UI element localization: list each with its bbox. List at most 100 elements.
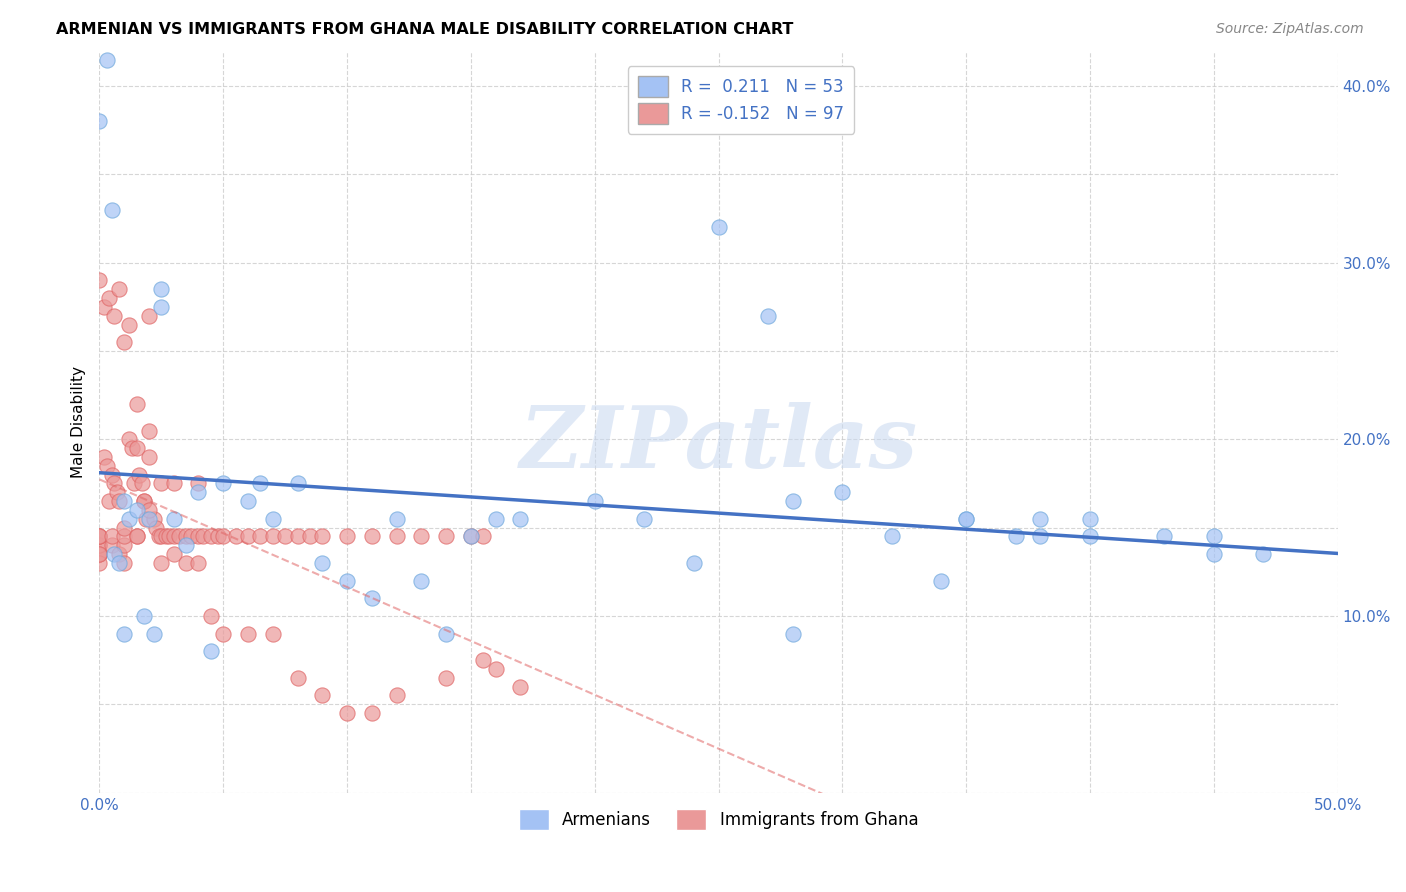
Point bbox=[89, 547, 111, 561]
Point bbox=[167, 529, 190, 543]
Point bbox=[105, 485, 128, 500]
Point bbox=[249, 476, 271, 491]
Point bbox=[212, 626, 235, 640]
Point bbox=[174, 556, 197, 570]
Point bbox=[103, 309, 125, 323]
Point bbox=[138, 450, 160, 464]
Point bbox=[955, 512, 977, 526]
Point bbox=[150, 476, 173, 491]
Point bbox=[112, 626, 135, 640]
Point bbox=[336, 529, 359, 543]
Point bbox=[142, 626, 165, 640]
Point bbox=[93, 300, 115, 314]
Point bbox=[125, 529, 148, 543]
Point bbox=[112, 538, 135, 552]
Point bbox=[287, 476, 309, 491]
Point bbox=[311, 689, 333, 703]
Point bbox=[682, 556, 704, 570]
Point bbox=[112, 494, 135, 508]
Point bbox=[274, 529, 297, 543]
Point bbox=[225, 529, 247, 543]
Point bbox=[509, 512, 531, 526]
Point bbox=[150, 529, 173, 543]
Point bbox=[89, 547, 111, 561]
Point bbox=[360, 591, 382, 606]
Point bbox=[236, 626, 259, 640]
Point bbox=[583, 494, 606, 508]
Point bbox=[89, 529, 111, 543]
Point bbox=[163, 547, 186, 561]
Point bbox=[112, 521, 135, 535]
Point bbox=[157, 529, 180, 543]
Point bbox=[411, 574, 433, 588]
Point bbox=[132, 494, 155, 508]
Point bbox=[1004, 529, 1026, 543]
Point bbox=[460, 529, 482, 543]
Point bbox=[485, 512, 508, 526]
Point bbox=[112, 529, 135, 543]
Point bbox=[132, 609, 155, 624]
Point bbox=[138, 512, 160, 526]
Point bbox=[174, 538, 197, 552]
Point bbox=[782, 626, 804, 640]
Point bbox=[122, 476, 145, 491]
Point bbox=[633, 512, 655, 526]
Point bbox=[89, 538, 111, 552]
Point bbox=[108, 282, 131, 296]
Point bbox=[485, 662, 508, 676]
Point bbox=[125, 503, 148, 517]
Point bbox=[118, 318, 141, 332]
Point bbox=[212, 476, 235, 491]
Point bbox=[96, 53, 118, 67]
Point bbox=[385, 689, 408, 703]
Point bbox=[311, 529, 333, 543]
Point bbox=[212, 529, 235, 543]
Point bbox=[125, 441, 148, 455]
Point bbox=[311, 556, 333, 570]
Point bbox=[1029, 529, 1052, 543]
Point bbox=[112, 335, 135, 350]
Point bbox=[1202, 529, 1225, 543]
Point bbox=[707, 220, 730, 235]
Point bbox=[200, 609, 222, 624]
Point bbox=[460, 529, 482, 543]
Point bbox=[509, 680, 531, 694]
Text: ZIPatlas: ZIPatlas bbox=[519, 402, 918, 485]
Point bbox=[142, 512, 165, 526]
Point bbox=[163, 529, 186, 543]
Point bbox=[132, 494, 155, 508]
Point bbox=[262, 626, 284, 640]
Point bbox=[96, 458, 118, 473]
Point bbox=[336, 574, 359, 588]
Point bbox=[434, 671, 457, 685]
Point bbox=[98, 494, 121, 508]
Point bbox=[193, 529, 215, 543]
Point bbox=[262, 529, 284, 543]
Point bbox=[831, 485, 853, 500]
Point bbox=[155, 529, 177, 543]
Point bbox=[187, 529, 209, 543]
Point bbox=[101, 529, 124, 543]
Point bbox=[187, 476, 209, 491]
Point bbox=[287, 529, 309, 543]
Point bbox=[145, 521, 167, 535]
Point bbox=[89, 529, 111, 543]
Point bbox=[200, 644, 222, 658]
Point bbox=[89, 547, 111, 561]
Point bbox=[128, 467, 150, 482]
Point bbox=[150, 556, 173, 570]
Point bbox=[131, 476, 153, 491]
Point bbox=[89, 529, 111, 543]
Point bbox=[150, 282, 173, 296]
Point bbox=[89, 547, 111, 561]
Point bbox=[125, 529, 148, 543]
Point bbox=[472, 653, 495, 667]
Point bbox=[385, 529, 408, 543]
Point bbox=[1202, 547, 1225, 561]
Point bbox=[880, 529, 903, 543]
Point bbox=[1253, 547, 1275, 561]
Point bbox=[138, 424, 160, 438]
Point bbox=[1029, 512, 1052, 526]
Point bbox=[103, 547, 125, 561]
Point bbox=[89, 556, 111, 570]
